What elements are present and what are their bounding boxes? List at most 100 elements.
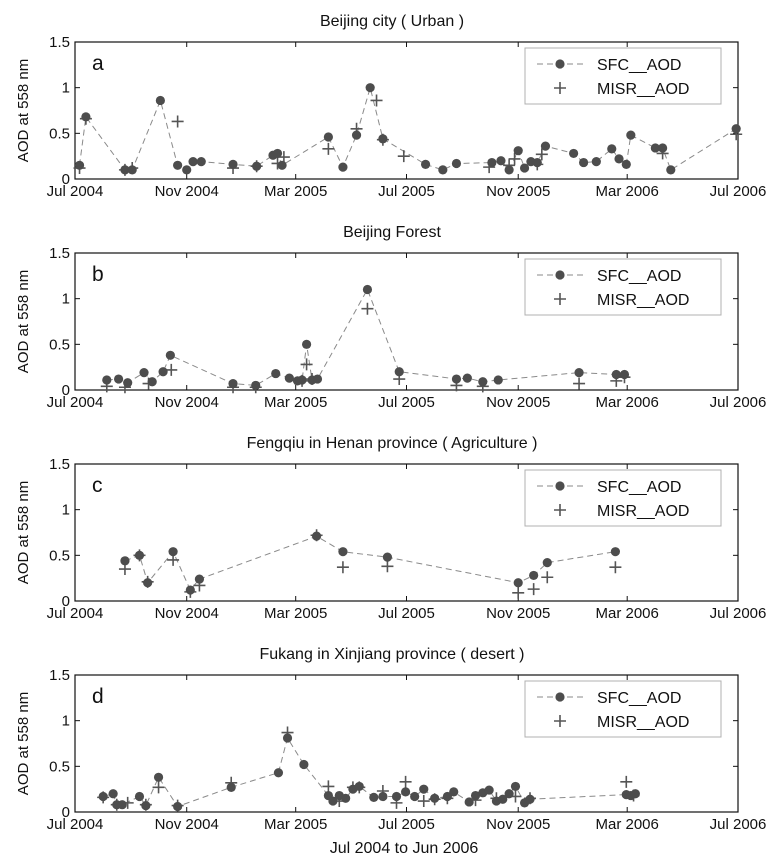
y-tick-label: 1	[62, 502, 70, 519]
legend-misr-marker	[554, 82, 566, 94]
panels-group: Beijing city ( Urban ) AOD at 558 nm 0 0.5 1…	[15, 13, 766, 833]
sfc-point	[619, 369, 630, 380]
misr-point	[512, 586, 525, 599]
sfc-point	[569, 148, 579, 159]
sfc-point	[338, 162, 348, 172]
sfc-point	[542, 558, 552, 568]
x-tick-label: Jul 2006	[710, 816, 767, 833]
misr-point	[535, 148, 548, 161]
x-tick-label: Jul 2004	[47, 183, 104, 200]
x-tick-label: Nov 2005	[486, 816, 550, 833]
panel-c: Fengqiu in Henan province ( Agriculture …	[15, 435, 766, 622]
sfc-point	[487, 157, 497, 168]
misr-point	[336, 561, 349, 574]
sfc-point	[277, 160, 287, 170]
legend-box	[524, 680, 722, 738]
legend: SFC__AOD MISR__AOD	[524, 469, 722, 527]
sfc-point	[351, 130, 362, 140]
x-tick-label: Mar 2005	[264, 816, 327, 833]
sfc-point	[496, 156, 506, 166]
sfc-point	[438, 165, 448, 175]
legend-sfc-label: SFC__AOD	[597, 479, 681, 496]
misr-point	[322, 142, 335, 155]
sfc-point	[525, 794, 535, 804]
y-tick-label: 1	[62, 713, 70, 730]
sfc-point	[529, 570, 539, 581]
y-axis-label: AOD at 558 nm	[15, 59, 32, 162]
sfc-point	[312, 374, 323, 384]
sfc-point	[311, 531, 322, 541]
x-tick-label: Jul 2004	[47, 394, 104, 411]
sfc-point	[626, 130, 636, 140]
sfc-point	[378, 134, 388, 144]
sfc-point	[251, 380, 261, 391]
misr-point	[508, 152, 521, 165]
legend-misr-label: MISR__AOD	[597, 81, 689, 98]
sfc-point	[284, 373, 294, 383]
sfc-point	[504, 789, 514, 799]
panel-title: Fengqiu in Henan province ( Agriculture …	[247, 435, 538, 452]
x-tick-label: Jul 2004	[47, 816, 104, 833]
sfc-point	[98, 791, 108, 802]
sfc-point	[464, 797, 474, 807]
sfc-point	[614, 154, 624, 164]
sfc-point	[470, 790, 481, 801]
legend-misr-label: MISR__AOD	[597, 503, 689, 520]
sfc-point	[153, 772, 164, 782]
x-tick-label: Mar 2005	[264, 605, 327, 622]
misr-point	[417, 795, 430, 808]
panel-letter: a	[92, 52, 104, 75]
sfc-point	[611, 369, 621, 380]
legend: SFC__AOD MISR__AOD	[524, 47, 722, 105]
sfc-point	[451, 158, 462, 169]
x-tick-label: Nov 2005	[486, 605, 550, 622]
legend-sfc-marker	[555, 270, 565, 280]
sfc-point	[185, 585, 195, 595]
sfc-point	[323, 132, 333, 142]
sfc-point	[194, 574, 205, 584]
y-axis-label: AOD at 558 nm	[15, 270, 32, 373]
y-tick-label: 0.5	[49, 336, 70, 353]
y-tick-label: 1.5	[49, 34, 70, 51]
x-tick-label: Mar 2006	[596, 605, 659, 622]
sfc-point	[731, 124, 741, 134]
x-axis-label: Jul 2004 to Jun 2006	[330, 840, 479, 857]
legend-sfc-label: SFC__AOD	[597, 57, 681, 74]
sfc-point	[272, 148, 283, 159]
legend-misr-marker	[554, 504, 566, 516]
sfc-point	[451, 374, 462, 384]
x-tick-label: Jul 2005	[378, 394, 435, 411]
sfc-point	[102, 375, 112, 385]
sfc-point	[540, 141, 551, 151]
y-tick-label: 1.5	[49, 456, 70, 473]
x-tick-label: Jul 2006	[710, 605, 767, 622]
sfc-point	[532, 157, 542, 168]
y-tick-label: 1.5	[49, 667, 70, 684]
misr-point	[381, 560, 394, 573]
sfc-point	[127, 165, 137, 175]
sfc-point	[666, 165, 676, 175]
y-tick-label: 0.5	[49, 547, 70, 564]
y-tick-label: 1.5	[49, 245, 70, 262]
sfc-point	[299, 759, 309, 770]
misr-point	[171, 115, 184, 128]
sfc-point	[147, 377, 157, 387]
x-tick-label: Jul 2006	[710, 183, 767, 200]
legend-misr-marker	[554, 293, 566, 305]
sfc-point	[143, 578, 153, 588]
sfc-point	[484, 785, 494, 795]
sfc-point	[141, 801, 151, 811]
y-tick-label: 1	[62, 291, 70, 308]
sfc-point	[591, 157, 601, 167]
sfc-point	[155, 95, 165, 106]
sfc-point	[362, 284, 373, 295]
sfc-point	[607, 144, 617, 154]
x-tick-label: Nov 2005	[486, 183, 550, 200]
sfc-point	[165, 350, 175, 360]
panel-b: Beijing Forest AOD at 558 nm 0 0.5 1 1.5 Jul 2…	[15, 224, 766, 411]
plot-frame	[74, 252, 739, 391]
misr-point	[541, 571, 554, 584]
sfc-point	[173, 801, 183, 812]
x-tick-label: Mar 2006	[596, 816, 659, 833]
